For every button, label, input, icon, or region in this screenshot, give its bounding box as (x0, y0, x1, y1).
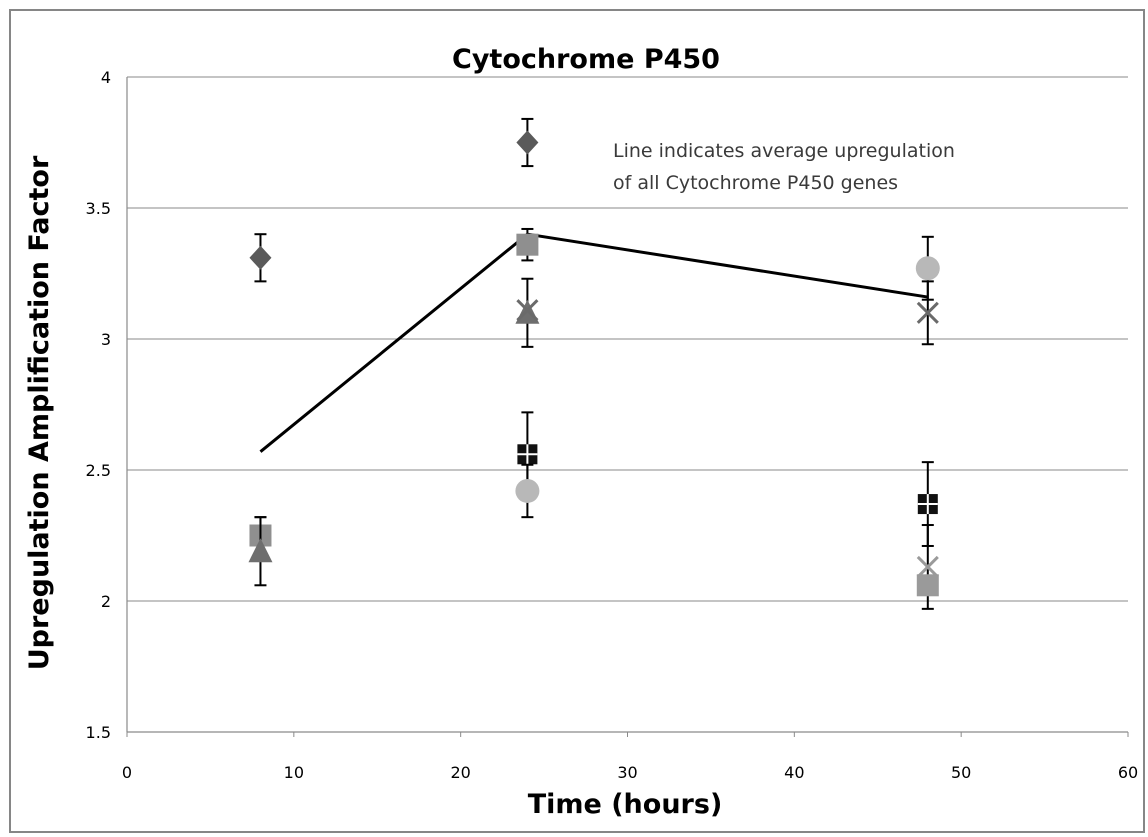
y-tick-2.5: 2.5 (86, 461, 111, 480)
y-tick-4: 4 (101, 68, 111, 87)
average-line-path (259, 232, 929, 453)
data-point-s3-p0 (516, 299, 539, 322)
average-line (259, 232, 929, 453)
y-tick-3: 3 (101, 330, 111, 349)
chart-frame (9, 9, 1145, 833)
data-point-s5-p0 (515, 463, 540, 519)
data-point-s0-p1 (516, 117, 539, 168)
data-point-s1-p1 (516, 227, 539, 262)
x-marker-stroke-b (916, 555, 939, 579)
x-tick-30: 30 (617, 763, 637, 782)
x-tick-50: 50 (951, 763, 971, 782)
triangle-marker (248, 538, 273, 563)
y-axis-label: Upregulation Amplification Factor (24, 155, 55, 670)
x-tick-20: 20 (450, 763, 470, 782)
x-tick-60: 60 (1118, 763, 1138, 782)
x-tick-10: 10 (284, 763, 304, 782)
y-tick-3.5: 3.5 (86, 199, 111, 218)
y-tick-2: 2 (101, 592, 111, 611)
y-tick-labels: 1.5 2 2.5 3 3.5 4 (86, 68, 111, 742)
data-point-s2-p1 (515, 277, 540, 348)
diamond-marker (249, 245, 272, 270)
x-tick-40: 40 (784, 763, 804, 782)
square-marker (916, 574, 939, 597)
axes (126, 77, 1129, 737)
x-marker-stroke-b (516, 299, 539, 322)
diamond-marker (516, 130, 539, 155)
x-tick-labels: 0 10 20 30 40 50 60 (122, 763, 1138, 782)
gridlines (127, 76, 1128, 602)
x-marker-stroke-b (916, 301, 939, 324)
x-tick-0: 0 (122, 763, 132, 782)
x-axis-label: Time (hours) (528, 789, 723, 820)
circle-marker (915, 256, 940, 281)
data-point-s6-p0 (916, 524, 939, 610)
data-point-s7-p0 (916, 574, 939, 597)
square-marker (516, 233, 539, 256)
annotation-line-2: of all Cytochrome P450 genes (613, 172, 898, 194)
data-point-s2-p0 (248, 516, 273, 587)
data-point-s5-p1 (915, 235, 940, 301)
data-points (248, 117, 940, 610)
data-point-s0-p0 (249, 233, 272, 283)
circle-marker (515, 478, 540, 503)
chart-title: Cytochrome P450 (452, 44, 720, 75)
annotation-line-1: Line indicates average upregulation (613, 140, 955, 162)
y-tick-1.5: 1.5 (86, 723, 111, 742)
